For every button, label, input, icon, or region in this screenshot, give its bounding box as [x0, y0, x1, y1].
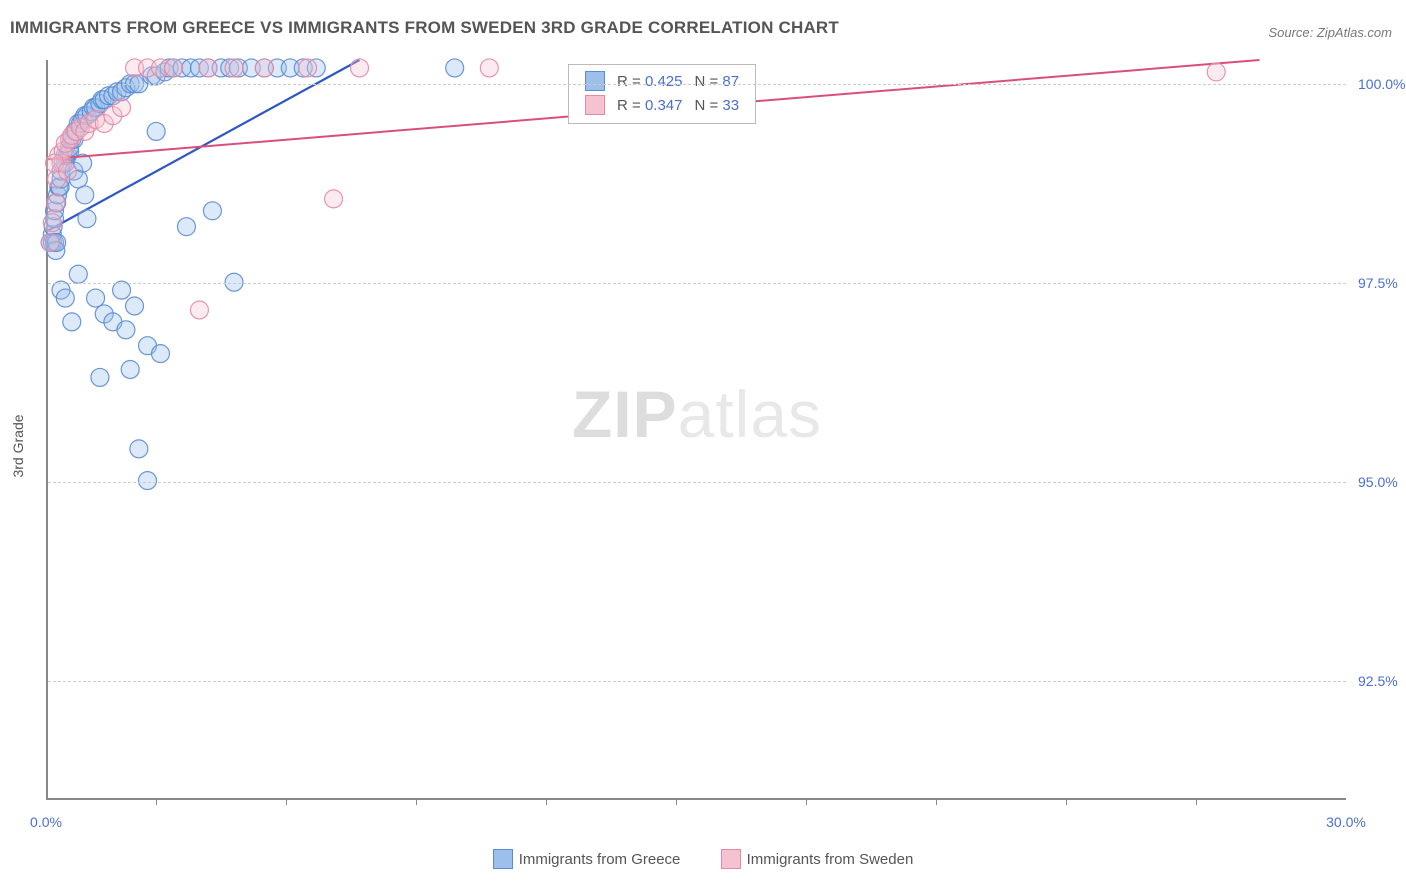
data-point [203, 202, 221, 220]
gridline-h [48, 84, 1346, 85]
data-point [126, 297, 144, 315]
n-value-0: 87 [722, 73, 739, 90]
data-point [139, 472, 157, 490]
data-point [130, 440, 148, 458]
legend-item-sweden: Immigrants from Sweden [721, 850, 914, 870]
data-point [1207, 63, 1225, 81]
x-tick-mark [676, 798, 677, 805]
swatch-sweden [585, 95, 605, 115]
data-point [87, 289, 105, 307]
x-tick-mark [1196, 798, 1197, 805]
x-tick-mark [936, 798, 937, 805]
data-point [41, 234, 59, 252]
y-tick-label: 100.0% [1358, 76, 1405, 92]
legend-label-greece: Immigrants from Greece [519, 851, 681, 868]
bottom-legend: Immigrants from Greece Immigrants from S… [0, 850, 1406, 870]
data-point [78, 210, 96, 228]
n-label-0: N = [694, 73, 722, 90]
gridline-h [48, 681, 1346, 682]
data-point [255, 59, 273, 77]
source-name: ZipAtlas.com [1317, 25, 1392, 40]
data-point [91, 368, 109, 386]
y-axis-label: 3rd Grade [10, 414, 26, 477]
stats-row-sweden: R = 0.347 N = 33 [579, 93, 745, 117]
legend-item-greece: Immigrants from Greece [493, 850, 681, 870]
data-point [43, 214, 61, 232]
legend-swatch-sweden [721, 849, 741, 869]
r-label-1: R = [617, 97, 645, 114]
x-tick-label: 30.0% [1326, 814, 1366, 830]
data-point [47, 194, 65, 212]
source-attribution: Source: ZipAtlas.com [1268, 25, 1392, 40]
data-point [121, 361, 139, 379]
scatter-svg [48, 60, 1346, 798]
data-point [177, 218, 195, 236]
x-tick-label: 0.0% [30, 814, 62, 830]
data-point [446, 59, 464, 77]
correlation-stats-box: R = 0.425 N = 87 R = 0.347 N = 33 [568, 64, 756, 124]
gridline-h [48, 482, 1346, 483]
y-tick-label: 92.5% [1358, 673, 1398, 689]
data-point [164, 59, 182, 77]
legend-label-sweden: Immigrants from Sweden [747, 851, 914, 868]
chart-title: IMMIGRANTS FROM GREECE VS IMMIGRANTS FRO… [10, 18, 839, 38]
data-point [76, 186, 94, 204]
stats-table: R = 0.425 N = 87 R = 0.347 N = 33 [579, 69, 745, 117]
x-tick-mark [286, 798, 287, 805]
data-point [69, 265, 87, 283]
data-point [147, 122, 165, 140]
x-tick-mark [416, 798, 417, 805]
x-tick-mark [806, 798, 807, 805]
trend-line [48, 60, 360, 231]
x-tick-mark [156, 798, 157, 805]
data-point [351, 59, 369, 77]
source-prefix: Source: [1268, 25, 1316, 40]
x-tick-mark [1066, 798, 1067, 805]
r-label-0: R = [617, 73, 645, 90]
y-tick-label: 95.0% [1358, 474, 1398, 490]
data-point [199, 59, 217, 77]
data-point [152, 345, 170, 363]
n-value-1: 33 [722, 97, 739, 114]
r-value-0: 0.425 [645, 73, 683, 90]
data-point [225, 59, 243, 77]
gridline-h [48, 283, 1346, 284]
data-point [190, 301, 208, 319]
data-point [113, 99, 131, 117]
data-point [63, 313, 81, 331]
y-tick-label: 97.5% [1358, 275, 1398, 291]
r-value-1: 0.347 [645, 97, 683, 114]
n-label-1: N = [694, 97, 722, 114]
data-point [113, 281, 131, 299]
data-point [299, 59, 317, 77]
data-point [117, 321, 135, 339]
plot-area: ZIPatlas R = 0.425 N = 87 R = 0.347 N = … [46, 60, 1346, 800]
stats-row-greece: R = 0.425 N = 87 [579, 69, 745, 93]
x-tick-mark [546, 798, 547, 805]
data-point [325, 190, 343, 208]
data-point [58, 162, 76, 180]
swatch-greece [585, 71, 605, 91]
data-point [480, 59, 498, 77]
legend-swatch-greece [493, 849, 513, 869]
data-point [56, 289, 74, 307]
